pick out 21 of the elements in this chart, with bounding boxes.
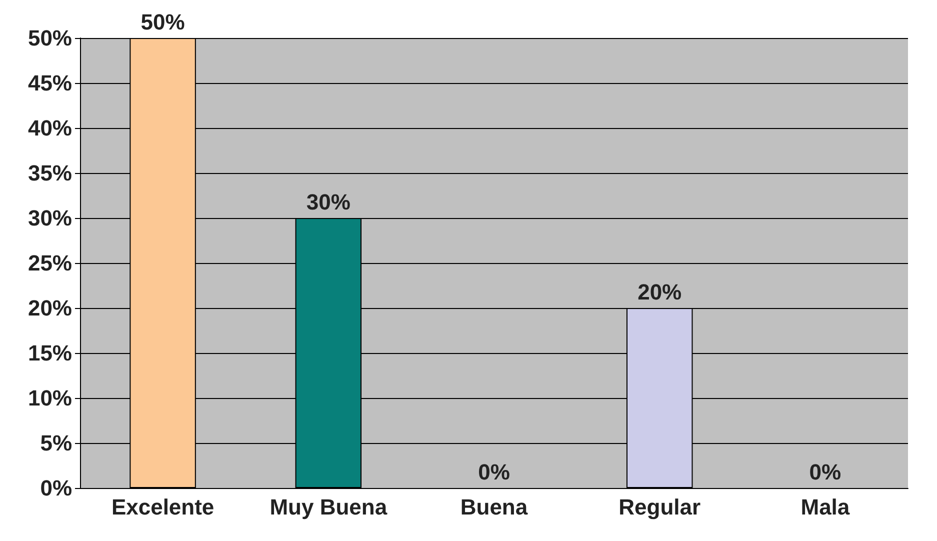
y-tick-label: 40%	[28, 116, 72, 140]
y-tick-label: 30%	[28, 206, 72, 230]
y-tick-label: 10%	[28, 386, 72, 410]
y-tick-label: 45%	[28, 70, 72, 96]
data-label: 30%	[306, 190, 350, 214]
data-label: 50%	[140, 10, 185, 34]
data-label: 20%	[638, 280, 682, 304]
x-tick-label: Muy Buena	[270, 494, 388, 520]
y-tick-label: 15%	[28, 340, 72, 366]
y-tick-label: 35%	[28, 160, 72, 186]
data-label: 0%	[809, 460, 842, 484]
y-tick-label: 20%	[28, 296, 72, 320]
data-label: 0%	[478, 460, 510, 484]
y-tick-label: 0%	[40, 476, 72, 500]
x-tick-label: Buena	[460, 494, 528, 520]
y-tick-label: 50%	[28, 26, 72, 50]
x-tick-label: Regular	[618, 494, 701, 520]
y-tick-label: 5%	[40, 430, 72, 456]
x-tick-label: Excelente	[111, 494, 214, 520]
x-tick-label: Mala	[800, 494, 850, 520]
y-tick-label: 25%	[28, 250, 72, 276]
